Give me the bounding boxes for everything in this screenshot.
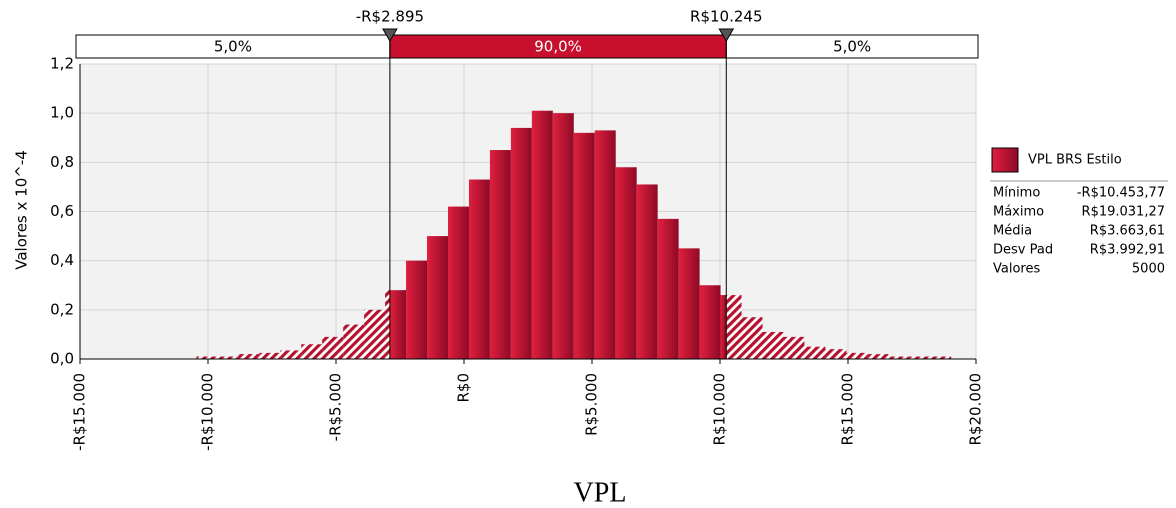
histogram-bar [406,260,428,359]
histogram-bar [909,356,931,359]
histogram-bar [741,317,763,359]
stat-value: R$3.992,91 [1090,243,1165,258]
x-tick-label: -R$5.000 [327,373,345,441]
histogram-bar [762,331,784,359]
histogram-bar [280,350,302,359]
y-tick-label: 1,0 [50,104,74,122]
histogram-bar [301,344,323,359]
x-tick-label: R$0 [455,373,473,403]
histogram-bar [804,346,826,359]
histogram-bar [726,295,742,359]
x-tick-label: -R$15.000 [71,373,89,451]
delimiter-label: R$10.245 [690,8,762,26]
x-tick-label: R$15.000 [839,373,857,445]
histogram-bar [196,356,218,359]
histogram-bar [930,356,952,359]
histogram-bar [552,113,574,360]
legend-label: VPL BRS Estilo [1028,153,1122,168]
histogram-bar [720,295,727,359]
histogram-bar [825,349,847,359]
band-label: 5,0% [833,38,871,56]
histogram-bar [699,285,721,359]
stat-name: Máximo [993,205,1044,220]
y-tick-label: 0,0 [50,350,74,368]
stat-value: R$3.663,61 [1090,224,1165,239]
histogram-bar [846,352,868,359]
delimiter-handle [718,28,735,42]
stat-name: Desv Pad [993,243,1053,258]
legend-swatch [991,147,1019,173]
x-tick-label: -R$10.000 [199,373,217,451]
histogram-bar [238,354,260,359]
histogram-bar [447,206,469,359]
histogram-bar [657,218,679,359]
histogram-bar [217,356,239,359]
stat-value: 5000 [1132,262,1165,277]
y-axis-label: Valores x 10^-4 [13,150,31,270]
stat-name: Valores [993,262,1040,277]
stat-value: R$19.031,27 [1082,205,1165,220]
histogram-bar [573,132,595,359]
histogram-bar [343,324,365,359]
histogram-bar [678,248,700,359]
histogram-bar [364,309,386,359]
histogram-bar [594,130,616,359]
stat-value: -R$10.453,77 [1077,186,1165,201]
y-tick-label: 1,2 [50,55,74,73]
stat-name: Mínimo [993,186,1040,201]
y-tick-label: 0,8 [50,153,74,171]
histogram-bar [468,179,490,359]
histogram-bar [888,356,910,359]
histogram-bar [389,290,407,359]
y-tick-label: 0,2 [50,300,74,318]
delimiter-handle [382,28,398,42]
band-label: 90,0% [534,38,582,56]
x-tick-label: R$5.000 [583,373,601,436]
x-tick-label: R$20.000 [967,373,985,445]
x-tick-label: R$10.000 [711,373,729,445]
stat-name: Média [993,224,1032,239]
band-label: 5,0% [214,38,252,56]
delimiter-label: -R$2.895 [356,8,424,26]
histogram-bar [867,354,889,359]
y-tick-label: 0,6 [50,202,74,220]
histogram-bar [783,336,805,359]
histogram-bar [615,167,637,359]
histogram-bar [259,352,281,359]
histogram-bar [322,336,344,359]
x-axis-label: VPL [574,477,627,508]
histogram-bar [510,127,532,360]
histogram-bar [531,110,553,359]
y-tick-label: 0,4 [50,251,74,269]
histogram-bar [427,236,448,359]
histogram-bar [385,290,390,359]
histogram-bar [489,150,511,359]
histogram-bar [636,184,658,359]
